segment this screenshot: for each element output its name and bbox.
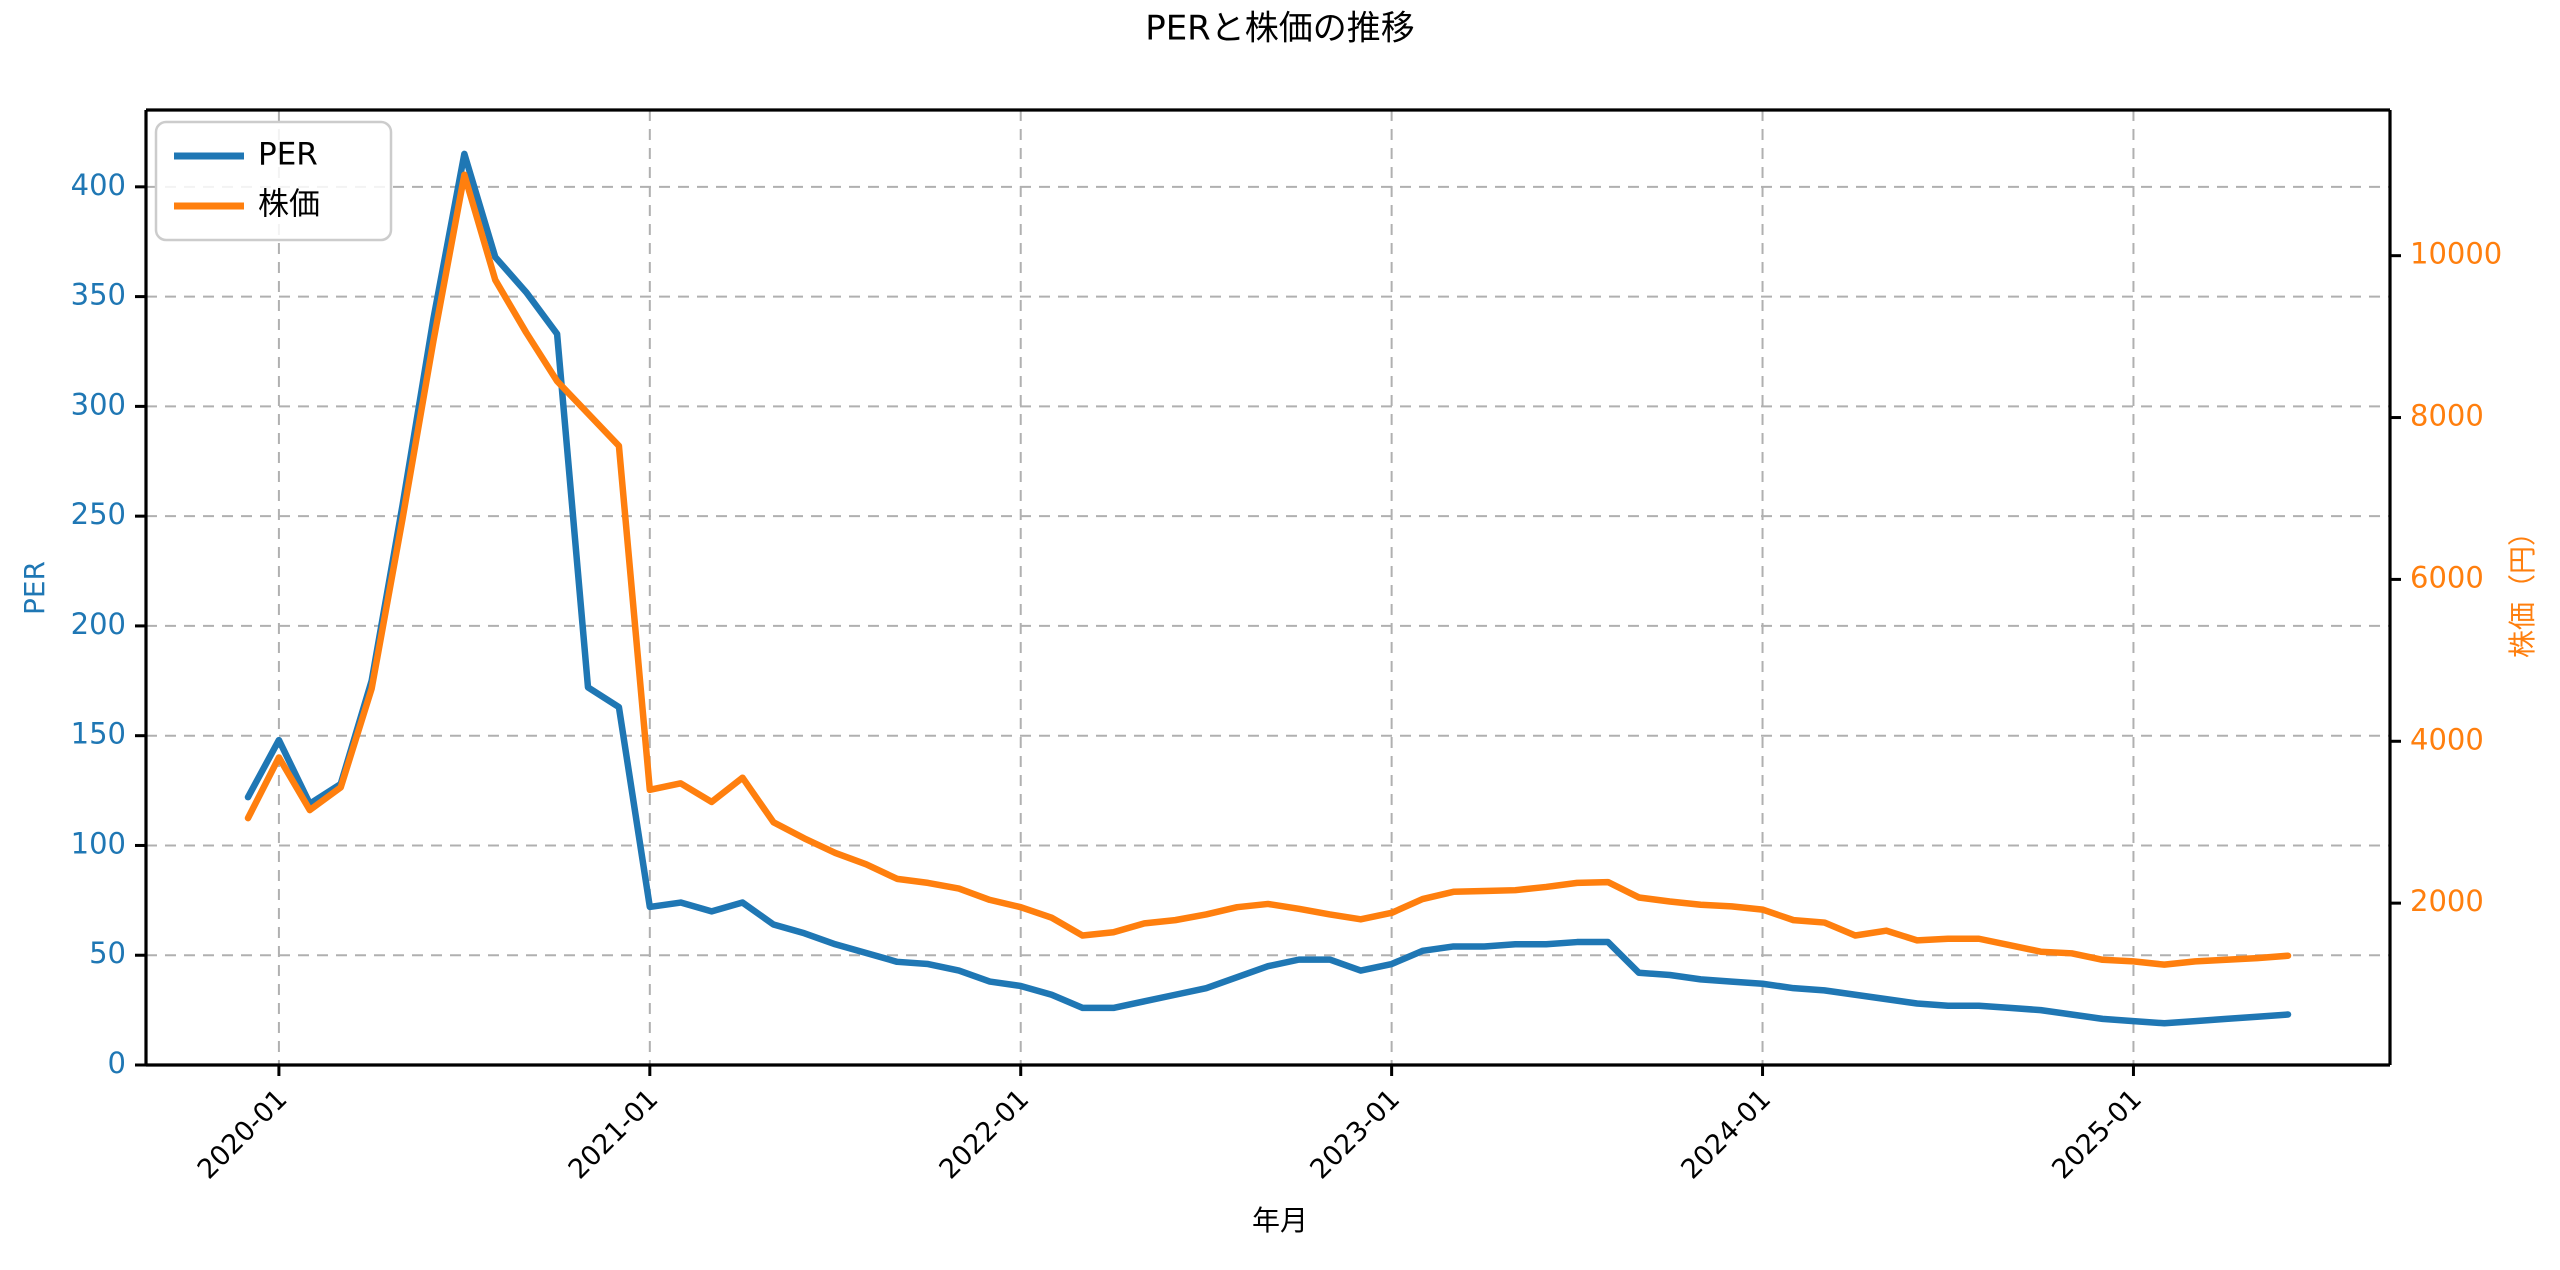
x-tick-label: 2021-01 [563,1084,665,1186]
x-tick-label: 2024-01 [1675,1084,1777,1186]
x-tick-label: 2022-01 [934,1084,1036,1186]
legend-label-per: PER [258,137,318,173]
y-left-tick-label: 350 [71,278,126,312]
y-right-tick-label: 4000 [2410,722,2484,756]
y-left-tick-label: 0 [108,1046,126,1080]
legend-frame [154,120,393,242]
chart-legend[interactable]: PER 株価 [154,120,393,242]
y-left-tick-label: 400 [71,168,126,202]
y-left-tick-label: 250 [71,497,126,531]
y-right-tick-label: 6000 [2410,560,2484,594]
series-line-per [244,150,2292,1027]
plot-background [146,110,2390,1065]
x-tick-label: 2025-01 [2046,1084,2148,1186]
x-tick-label: 2023-01 [1304,1084,1406,1186]
legend-label-kabuka: 株価 [258,187,320,223]
x-axis-ticks: 2020-01 2021-01 2022-01 2023-01 2024-01 2025-… [192,1065,2148,1185]
y-left-tick-label: 300 [71,387,126,421]
chart-title: PERと株価の推移 [1145,9,1415,49]
plot-area-background [146,110,2390,1065]
y-axis-right-ticks: 2000 4000 6000 8000 10000 [2390,237,2502,918]
y-left-tick-label: 150 [71,717,126,751]
y-right-tick-label: 2000 [2410,884,2484,918]
data-series-group [244,150,2292,1027]
y-axis-left-ticks: 0 50 100 150 200 250 300 350 400 [71,168,146,1080]
y-axis-left-label: PER [18,561,51,615]
y-left-tick-label: 50 [89,936,126,970]
y-right-tick-label: 8000 [2410,399,2484,433]
y-left-tick-label: 200 [71,607,126,641]
y-right-tick-label: 10000 [2410,237,2502,271]
y-axis-right-label: 株価（円） [2506,518,2539,658]
x-axis-label: 年月 [1252,1204,1308,1237]
axis-spines [144,108,2392,1067]
series-line-kabuka [244,171,2292,968]
grid-lines [146,110,2390,1066]
x-tick-label: 2020-01 [192,1084,294,1186]
y-left-tick-label: 100 [71,826,126,860]
